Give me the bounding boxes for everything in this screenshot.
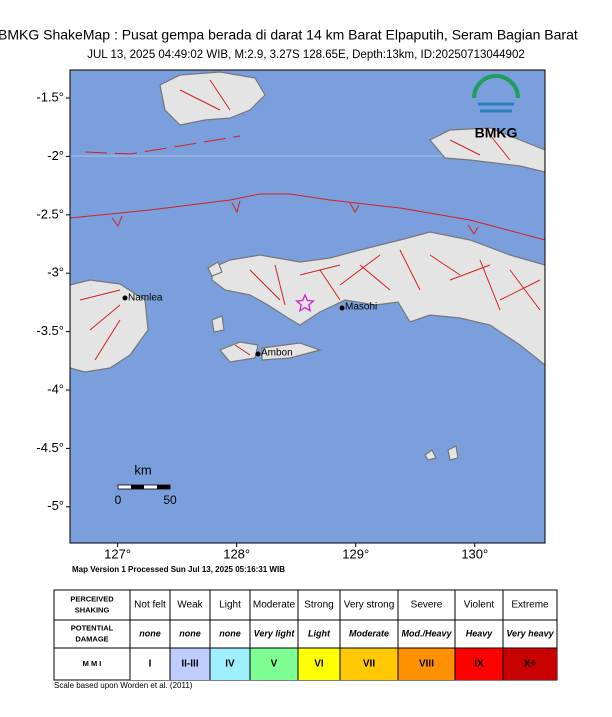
mmi-label: IV — [225, 659, 235, 670]
scale-label: 0 — [115, 493, 122, 507]
map-frame — [69, 69, 546, 544]
mmi-color — [210, 648, 250, 680]
lat-tick-label: -3.5° — [36, 323, 64, 338]
intensity-legend: PERCEIVED SHAKING POTENTIAL DAMAGE M M I Not … — [53, 589, 558, 681]
fault-line — [84, 135, 241, 155]
shaking-label: Moderate — [253, 600, 296, 611]
shaking-label: Very strong — [344, 600, 395, 611]
shaking-label: Severe — [411, 600, 443, 611]
mmi-label: VIII — [419, 659, 434, 670]
damage-label: Very light — [254, 628, 296, 638]
damage-label: Mod./Heavy — [401, 628, 452, 638]
scale-label: 50 — [163, 493, 177, 507]
mmi-color — [340, 648, 398, 680]
damage-label: none — [179, 628, 201, 638]
scale-unit: km — [134, 462, 151, 477]
shaking-label: Not felt — [134, 600, 166, 611]
lat-tick-label: -4.5° — [36, 440, 64, 455]
mmi-color — [130, 648, 170, 680]
damage-label: Heavy — [466, 628, 494, 638]
mmi-label: X+ — [524, 659, 537, 670]
shaking-label: Weak — [177, 600, 203, 611]
shaking-label: Extreme — [511, 600, 549, 611]
mmi-color — [250, 648, 298, 680]
mmi-label: VII — [363, 659, 375, 670]
shaking-label: Strong — [304, 600, 333, 611]
mmi-color — [170, 648, 210, 680]
city-label: Ambon — [261, 348, 293, 359]
lon-tick-label: 128° — [223, 546, 250, 561]
damage-label: Light — [308, 628, 331, 638]
lat-tick-label: -4° — [47, 381, 64, 396]
fault-line — [79, 79, 541, 361]
row-header: DAMAGE — [75, 634, 108, 643]
shaking-label: Violent — [464, 600, 495, 611]
footer: Scale based upon Worden et al. (2011) — [54, 681, 193, 690]
lon-tick-label: 129° — [342, 546, 369, 561]
island — [70, 279, 149, 373]
island — [424, 449, 437, 461]
scale-bar: km 0 50 — [115, 462, 177, 507]
trench-teeth — [111, 200, 479, 235]
city-dot — [122, 295, 128, 301]
island — [261, 342, 323, 361]
logo-text: BMKG — [475, 125, 518, 141]
island — [219, 341, 259, 363]
damage-label: none — [139, 628, 161, 638]
city-dot — [255, 351, 261, 357]
island — [211, 315, 225, 333]
subtitle: JUL 13, 2025 04:49:02 WIB, M:2.9, 3.27S … — [87, 49, 525, 61]
island — [207, 261, 223, 277]
lat-tick-label: -5° — [47, 498, 64, 513]
axes: -1.5° -2° -2.5° -3° -3.5° -4° -4.5° -5° 127° 128°… — [36, 89, 488, 561]
mmi-label: II-III — [181, 659, 198, 670]
island — [211, 231, 545, 366]
lon-tick-label: 130° — [461, 546, 488, 561]
row-header: SHAKING — [75, 605, 110, 614]
map-area: Namlea Masohi Ambon BMKG km 0 50 — [70, 70, 545, 543]
mmi-color — [398, 648, 455, 680]
mmi-color — [298, 648, 340, 680]
lon-tick-label: 127° — [104, 546, 131, 561]
island — [159, 71, 266, 126]
mmi-label: V — [271, 659, 278, 670]
lat-tick-label: -2° — [47, 148, 64, 163]
city-label: Masohi — [345, 302, 377, 313]
mmi-color — [455, 648, 503, 680]
damage-label: Moderate — [349, 628, 389, 638]
row-header: PERCEIVED — [70, 594, 114, 603]
shaking-label: Light — [219, 600, 241, 611]
city-dot — [339, 305, 345, 311]
row-header: M M I — [83, 659, 102, 668]
damage-label: Very heavy — [506, 628, 554, 638]
lat-tick-label: -3° — [47, 265, 64, 280]
lat-tick-label: -1.5° — [36, 89, 64, 104]
island — [429, 127, 545, 173]
mmi-label: IX — [474, 659, 484, 670]
row-header: POTENTIAL — [71, 623, 114, 632]
mmi-color — [503, 648, 557, 680]
mmi-label: I — [149, 659, 152, 670]
logo: BMKG — [472, 74, 520, 141]
lat-tick-label: -2.5° — [36, 206, 64, 221]
city-label: Namlea — [128, 293, 163, 304]
damage-label: none — [219, 628, 241, 638]
island — [447, 445, 459, 461]
mmi-label: VI — [314, 659, 324, 670]
trench — [70, 193, 545, 241]
epicenter — [294, 293, 316, 313]
title: BMKG ShakeMap : Pusat gempa berada di da… — [0, 27, 578, 43]
map-version: Map Version 1 Processed Sun Jul 13, 2025… — [72, 565, 285, 574]
